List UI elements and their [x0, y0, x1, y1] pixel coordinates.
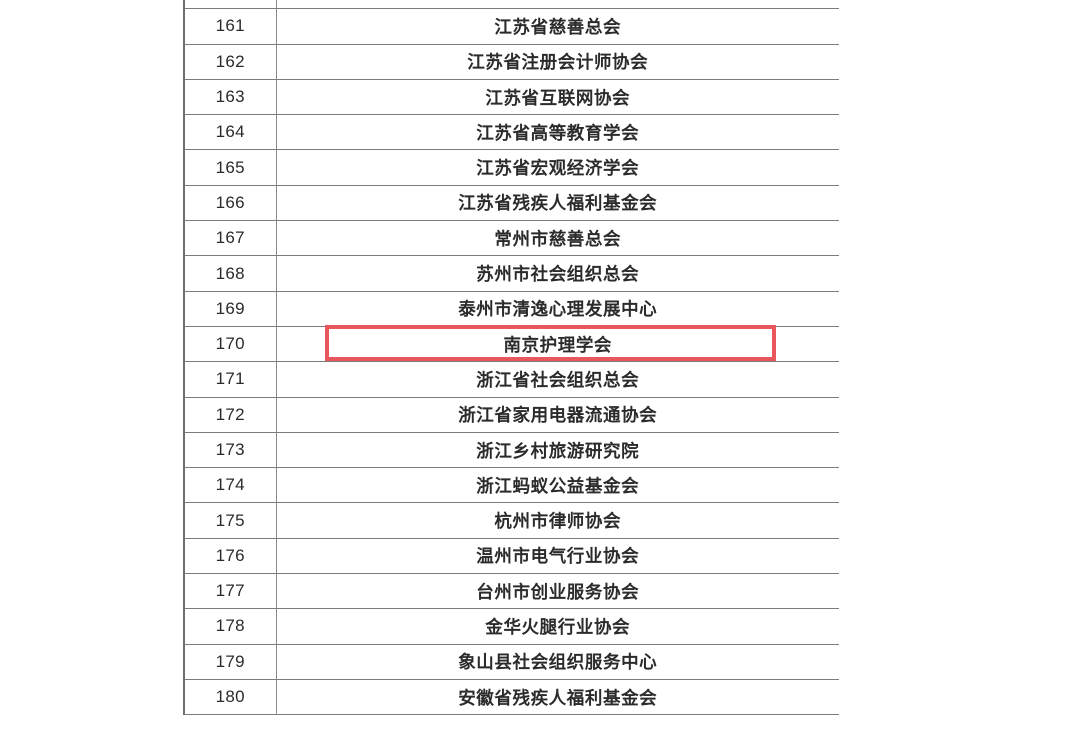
organization-name-cell: 杭州市律师协会 — [275, 502, 839, 539]
row-index-cell: 175 — [183, 502, 277, 539]
table-row: 164 江苏省高等教育学会 — [183, 114, 839, 151]
organization-name-cell: 江苏省宏观经济学会 — [275, 149, 839, 186]
organization-name-cell: 江苏省注册会计师协会 — [275, 43, 839, 80]
organization-roster-table: 160上海静安区安耆为老社工事务所161江苏省慈善总会162江苏省注册会计师协会… — [183, 0, 839, 716]
organization-name-cell: 浙江乡村旅游研究院 — [275, 431, 839, 469]
table-row: 163 江苏省互联网协会 — [183, 78, 839, 116]
row-index-cell: 163 — [183, 78, 277, 116]
table-row: 180 安徽省残疾人福利基金会 — [183, 678, 839, 716]
organization-name-cell: 安徽省残疾人福利基金会 — [275, 678, 839, 716]
row-index-cell: 173 — [183, 431, 277, 469]
row-index-cell: 174 — [183, 467, 277, 504]
organization-name-cell: 南京护理学会 — [275, 325, 839, 363]
row-index-cell: 169 — [183, 290, 277, 327]
table-row: 162 江苏省注册会计师协会 — [183, 43, 839, 80]
table-row: 175 杭州市律师协会 — [183, 502, 839, 539]
organization-name-cell: 江苏省高等教育学会 — [275, 114, 839, 151]
organization-name-cell: 台州市创业服务协会 — [275, 573, 839, 610]
table-viewport[interactable]: 160上海静安区安耆为老社工事务所161江苏省慈善总会162江苏省注册会计师协会… — [183, 0, 839, 731]
row-index-cell: 166 — [183, 184, 277, 222]
table-row: 178 金华火腿行业协会 — [183, 608, 839, 645]
organization-name-cell: 常州市慈善总会 — [275, 220, 839, 257]
organization-name-cell: 金华火腿行业协会 — [275, 608, 839, 645]
table-row: 172 浙江省家用电器流通协会 — [183, 396, 839, 433]
table-row: 161 江苏省慈善总会 — [183, 8, 839, 45]
organization-name-cell: 江苏省慈善总会 — [275, 8, 839, 45]
row-index-cell: 165 — [183, 149, 277, 186]
row-index-cell: 170 — [183, 325, 277, 363]
table-row: 179 象山县社会组织服务中心 — [183, 643, 839, 680]
organization-name-cell: 泰州市清逸心理发展中心 — [275, 290, 839, 327]
organization-name-cell: 浙江省社会组织总会 — [275, 361, 839, 398]
table-row: 165 江苏省宏观经济学会 — [183, 149, 839, 186]
row-index-cell: 167 — [183, 220, 277, 257]
row-index-cell: 177 — [183, 573, 277, 610]
table-row: 169 泰州市清逸心理发展中心 — [183, 290, 839, 327]
table-row: 174 浙江蚂蚁公益基金会 — [183, 467, 839, 504]
table-row: 176 温州市电气行业协会 — [183, 537, 839, 575]
row-index-cell: 180 — [183, 678, 277, 716]
table-row: 177 台州市创业服务协会 — [183, 573, 839, 610]
row-index-cell: 171 — [183, 361, 277, 398]
table-row: 167 常州市慈善总会 — [183, 220, 839, 257]
row-index-cell: 164 — [183, 114, 277, 151]
row-index-cell: 172 — [183, 396, 277, 433]
organization-name-cell: 江苏省互联网协会 — [275, 78, 839, 116]
table-row: 170 南京护理学会 — [183, 325, 839, 363]
row-index-cell: 160 — [183, 0, 277, 10]
table-row: 168 苏州市社会组织总会 — [183, 255, 839, 292]
organization-name-cell: 上海静安区安耆为老社工事务所 — [275, 0, 839, 10]
organization-name-cell: 象山县社会组织服务中心 — [275, 643, 839, 680]
row-index-cell: 168 — [183, 255, 277, 292]
organization-name-cell: 浙江省家用电器流通协会 — [275, 396, 839, 433]
table-row: 173 浙江乡村旅游研究院 — [183, 431, 839, 469]
table-row: 160上海静安区安耆为老社工事务所 — [183, 0, 839, 10]
row-index-cell: 178 — [183, 608, 277, 645]
row-index-cell: 176 — [183, 537, 277, 575]
table-body: 160上海静安区安耆为老社工事务所161江苏省慈善总会162江苏省注册会计师协会… — [183, 0, 839, 716]
row-index-cell: 179 — [183, 643, 277, 680]
row-index-cell: 162 — [183, 43, 277, 80]
organization-name-cell: 浙江蚂蚁公益基金会 — [275, 467, 839, 504]
table-row: 166 江苏省残疾人福利基金会 — [183, 184, 839, 222]
organization-name-cell: 温州市电气行业协会 — [275, 537, 839, 575]
row-index-cell: 161 — [183, 8, 277, 45]
organization-name-cell: 苏州市社会组织总会 — [275, 255, 839, 292]
organization-name-cell: 江苏省残疾人福利基金会 — [275, 184, 839, 222]
table-row: 171 浙江省社会组织总会 — [183, 361, 839, 398]
